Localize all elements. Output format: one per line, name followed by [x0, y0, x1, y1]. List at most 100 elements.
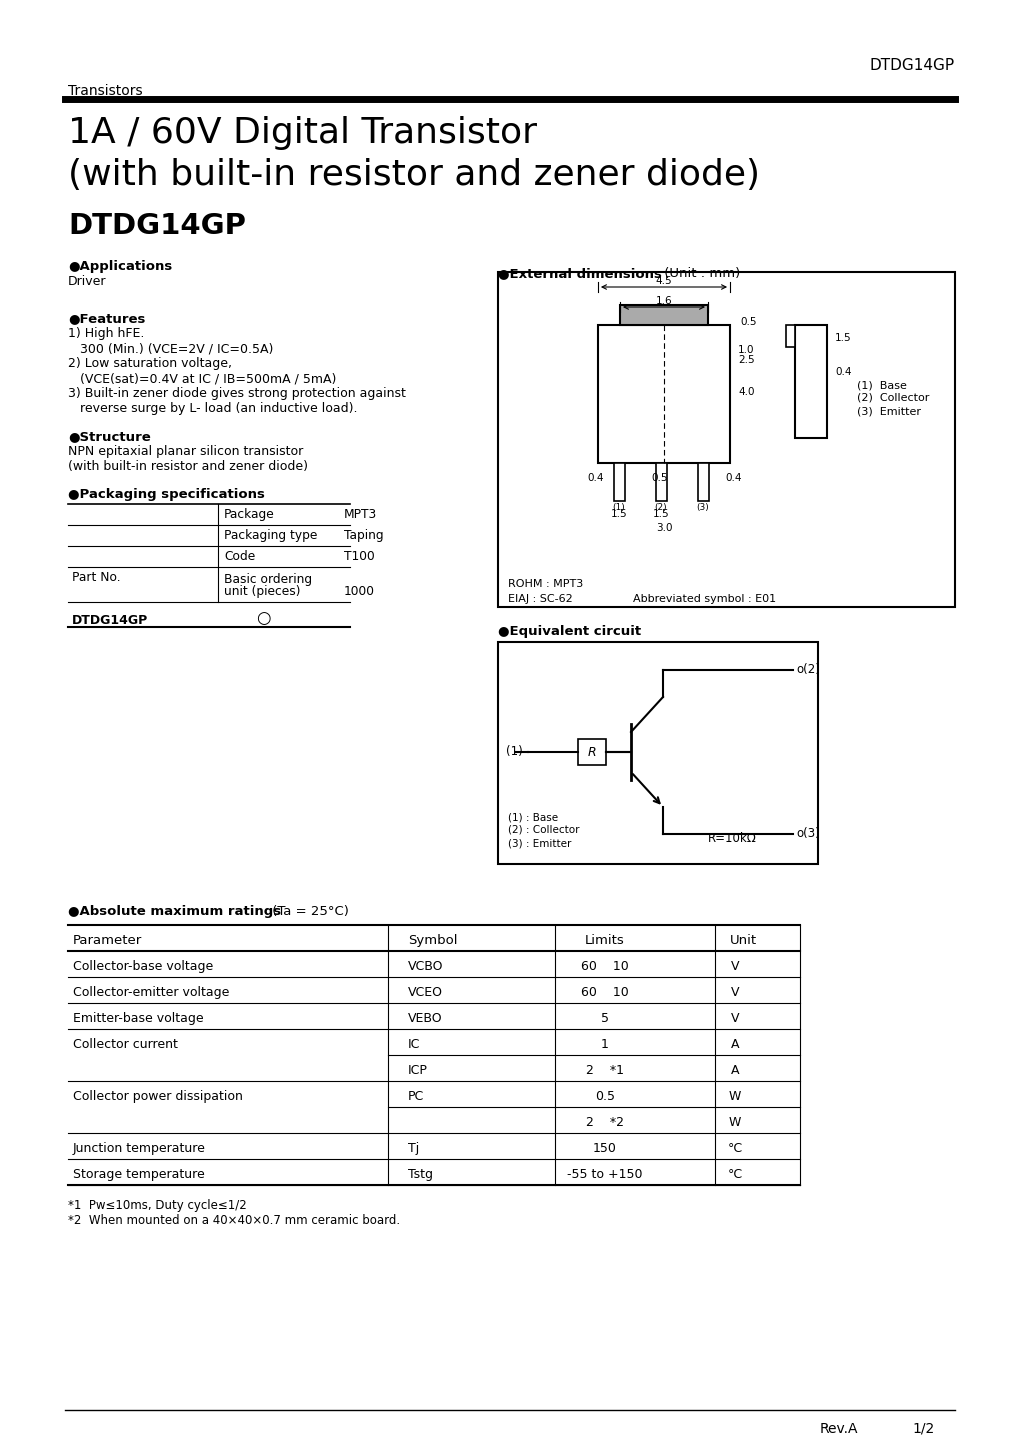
Text: A: A	[730, 1038, 739, 1051]
Text: Package: Package	[224, 508, 274, 521]
Text: 1.0: 1.0	[738, 345, 754, 355]
Text: (1)  Base: (1) Base	[856, 380, 906, 390]
Text: VEBO: VEBO	[408, 1012, 442, 1025]
Text: 1000: 1000	[343, 584, 375, 597]
Text: *2  When mounted on a 40×40×0.7 mm ceramic board.: *2 When mounted on a 40×40×0.7 mm cerami…	[68, 1214, 399, 1227]
Bar	[497, 642, 817, 864]
Text: T100: T100	[343, 550, 374, 563]
Text: MPT3: MPT3	[343, 508, 377, 521]
Text: 0.5: 0.5	[739, 317, 756, 328]
Text: *1  Pw≤10ms, Duty cycle≤1/2: *1 Pw≤10ms, Duty cycle≤1/2	[68, 1199, 247, 1212]
Text: 1.5: 1.5	[835, 333, 851, 343]
Text: Part No.: Part No.	[72, 571, 120, 584]
Text: (1) : Base: (1) : Base	[507, 812, 557, 823]
Text: (Unit : mm): (Unit : mm)	[659, 267, 740, 280]
Text: o(3): o(3)	[795, 827, 819, 840]
Bar	[497, 271, 954, 608]
Text: V: V	[730, 986, 739, 999]
Text: 1/2: 1/2	[911, 1421, 933, 1436]
Text: °C: °C	[727, 1141, 742, 1154]
Text: °C: °C	[727, 1167, 742, 1180]
Text: ○: ○	[256, 609, 270, 628]
Text: R: R	[587, 746, 596, 759]
Text: ●Applications: ●Applications	[68, 260, 172, 273]
Text: Tstg: Tstg	[408, 1167, 433, 1180]
Text: 4.0: 4.0	[738, 387, 754, 397]
Text: Parameter: Parameter	[73, 934, 142, 947]
Text: Taping: Taping	[343, 530, 383, 543]
Text: Rev.A: Rev.A	[819, 1421, 858, 1436]
Text: (with built-in resistor and zener diode): (with built-in resistor and zener diode)	[68, 157, 759, 192]
Text: (1): (1)	[612, 504, 625, 512]
Text: 3.0: 3.0	[655, 522, 672, 532]
Text: 2) Low saturation voltage,: 2) Low saturation voltage,	[68, 356, 231, 369]
Text: PC: PC	[408, 1089, 424, 1102]
Bar	[786, 325, 794, 346]
Text: ROHM : MPT3: ROHM : MPT3	[507, 579, 583, 589]
Text: 0.4: 0.4	[726, 473, 742, 483]
Text: IC: IC	[408, 1038, 420, 1051]
Text: ●External dimensions: ●External dimensions	[497, 267, 661, 280]
Text: Unit: Unit	[730, 934, 756, 947]
Text: (2)  Collector: (2) Collector	[856, 392, 928, 403]
Text: -55 to +150: -55 to +150	[567, 1167, 642, 1180]
Text: VCEO: VCEO	[408, 986, 442, 999]
Text: Emitter-base voltage: Emitter-base voltage	[73, 1012, 204, 1025]
Text: ●Features: ●Features	[68, 312, 146, 325]
Text: Storage temperature: Storage temperature	[73, 1167, 205, 1180]
Text: Driver: Driver	[68, 276, 106, 289]
Text: 150: 150	[592, 1141, 616, 1154]
Text: Tj: Tj	[408, 1141, 419, 1154]
Text: ●Equivalent circuit: ●Equivalent circuit	[497, 625, 641, 638]
Text: (3): (3)	[696, 504, 708, 512]
Text: ●Packaging specifications: ●Packaging specifications	[68, 488, 265, 501]
Text: NPN epitaxial planar silicon transistor: NPN epitaxial planar silicon transistor	[68, 444, 303, 457]
Bar	[578, 739, 605, 765]
Text: Symbol: Symbol	[408, 934, 458, 947]
Text: 60    10: 60 10	[581, 960, 629, 973]
Text: 0.5: 0.5	[594, 1089, 614, 1102]
Bar	[597, 325, 730, 463]
Text: Code: Code	[224, 550, 255, 563]
Text: Abbreviated symbol : E01: Abbreviated symbol : E01	[633, 595, 775, 605]
Text: 2    *2: 2 *2	[586, 1115, 624, 1128]
Text: Collector-base voltage: Collector-base voltage	[73, 960, 213, 973]
Text: EIAJ : SC-62: EIAJ : SC-62	[507, 595, 573, 605]
Text: (3) : Emitter: (3) : Emitter	[507, 838, 571, 848]
Text: Basic ordering: Basic ordering	[224, 573, 312, 586]
Text: 2.5: 2.5	[738, 355, 754, 365]
Text: ICP: ICP	[408, 1063, 427, 1076]
Text: 0.4: 0.4	[835, 367, 851, 377]
Text: Collector power dissipation: Collector power dissipation	[73, 1089, 243, 1102]
Text: R=10kΩ: R=10kΩ	[707, 833, 756, 846]
Text: 300 (Min.) (VCE=2V / IC=0.5A): 300 (Min.) (VCE=2V / IC=0.5A)	[68, 342, 273, 355]
Text: reverse surge by L- load (an inductive load).: reverse surge by L- load (an inductive l…	[68, 403, 357, 416]
Bar	[794, 325, 826, 439]
Text: W: W	[729, 1089, 741, 1102]
Text: ●Structure: ●Structure	[68, 430, 151, 443]
Bar	[655, 463, 666, 501]
Text: V: V	[730, 1012, 739, 1025]
Text: (with built-in resistor and zener diode): (with built-in resistor and zener diode)	[68, 460, 308, 473]
Text: Packaging type: Packaging type	[224, 530, 317, 543]
Text: 1A / 60V Digital Transistor: 1A / 60V Digital Transistor	[68, 115, 536, 150]
Text: unit (pieces): unit (pieces)	[224, 584, 301, 597]
Text: 1: 1	[600, 1038, 608, 1051]
Text: o(2): o(2)	[795, 664, 819, 677]
Text: DTDG14GP: DTDG14GP	[72, 615, 148, 628]
Text: (2) : Collector: (2) : Collector	[507, 825, 579, 835]
Text: Collector-emitter voltage: Collector-emitter voltage	[73, 986, 229, 999]
Text: 0.5: 0.5	[651, 473, 667, 483]
Text: 60    10: 60 10	[581, 986, 629, 999]
Text: ●Absolute maximum ratings: ●Absolute maximum ratings	[68, 905, 281, 918]
Text: Collector current: Collector current	[73, 1038, 177, 1051]
Text: Junction temperature: Junction temperature	[73, 1141, 206, 1154]
Text: 5: 5	[600, 1012, 608, 1025]
Text: DTDG14GP: DTDG14GP	[68, 212, 246, 240]
Text: 1) High hFE.: 1) High hFE.	[68, 328, 145, 341]
Bar	[620, 304, 707, 325]
Text: 1.6: 1.6	[655, 296, 672, 306]
Text: 4.5: 4.5	[655, 276, 672, 286]
Text: 1.5: 1.5	[610, 509, 627, 519]
Text: VCBO: VCBO	[408, 960, 443, 973]
